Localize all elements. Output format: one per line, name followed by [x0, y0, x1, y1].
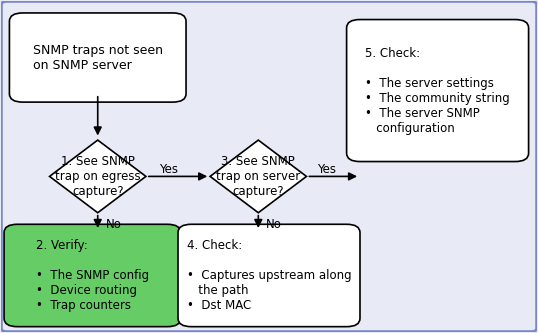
Polygon shape [49, 140, 146, 213]
Text: No: No [106, 218, 122, 231]
Polygon shape [210, 140, 307, 213]
FancyBboxPatch shape [4, 224, 181, 327]
Text: Yes: Yes [317, 163, 336, 176]
FancyBboxPatch shape [10, 13, 186, 102]
Text: Yes: Yes [159, 163, 178, 176]
Text: 2. Verify:

•  The SNMP config
•  Device routing
•  Trap counters: 2. Verify: • The SNMP config • Device ro… [36, 239, 149, 312]
Text: 1. See SNMP
trap on egress
capture?: 1. See SNMP trap on egress capture? [55, 155, 140, 198]
FancyBboxPatch shape [346, 20, 528, 162]
Text: 5. Check:

•  The server settings
•  The community string
•  The server SNMP
   : 5. Check: • The server settings • The co… [365, 47, 510, 135]
FancyBboxPatch shape [178, 224, 360, 327]
Text: 3. See SNMP
trap on server
capture?: 3. See SNMP trap on server capture? [216, 155, 300, 198]
Text: No: No [266, 218, 282, 231]
Text: 4. Check:

•  Captures upstream along
   the path
•  Dst MAC: 4. Check: • Captures upstream along the … [187, 239, 351, 312]
Text: SNMP traps not seen
on SNMP server: SNMP traps not seen on SNMP server [33, 44, 162, 72]
